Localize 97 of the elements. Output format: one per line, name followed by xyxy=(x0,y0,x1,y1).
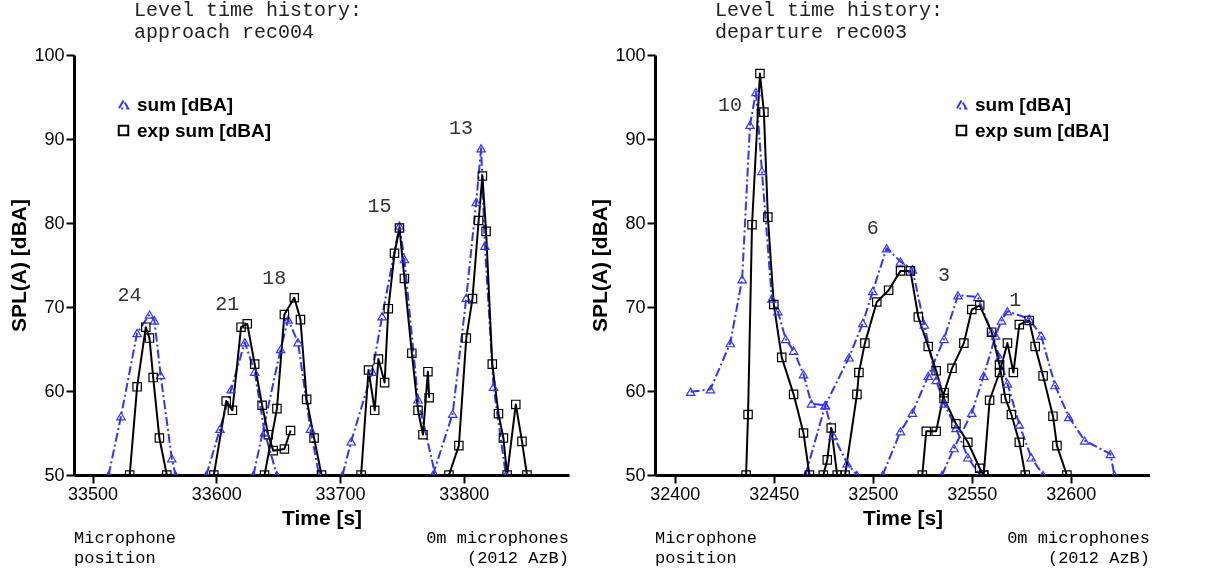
x-tick-label: 33500 xyxy=(68,483,119,504)
annotation: 24 xyxy=(117,283,142,307)
x-axis-title: Time [s] xyxy=(862,505,944,529)
legend-label: sum [dBA] xyxy=(975,93,1072,115)
point xyxy=(467,293,478,304)
annotation: 3 xyxy=(937,264,950,288)
text: Microphone position xyxy=(74,529,177,568)
point xyxy=(1050,380,1060,390)
point xyxy=(767,294,777,303)
chart-title: Level time history: approach rec004 xyxy=(134,0,363,44)
y-tick-label: 90 xyxy=(44,128,65,149)
point xyxy=(149,316,160,325)
chart-title: Level time history: departure rec003 xyxy=(715,0,944,44)
point xyxy=(788,389,799,400)
x-tick-label: 32450 xyxy=(749,483,800,504)
legend-label: exp sum [dBA] xyxy=(975,119,1110,141)
y-tick-label: 80 xyxy=(625,212,646,233)
legend-label: exp sum [dBA] xyxy=(137,119,272,141)
point xyxy=(454,440,464,451)
annotation: 1 xyxy=(1009,289,1022,313)
point xyxy=(477,171,488,181)
y-tick-label: 100 xyxy=(34,44,65,65)
point xyxy=(511,399,521,410)
point xyxy=(1079,436,1090,445)
point xyxy=(780,334,791,344)
x-tick-label: 32600 xyxy=(1046,483,1097,504)
x-tick-label: 32550 xyxy=(947,483,998,504)
point xyxy=(148,372,158,383)
annotation: 6 xyxy=(866,217,879,241)
point xyxy=(461,293,472,302)
point xyxy=(517,436,527,447)
text: Microphone position xyxy=(655,529,758,568)
annotation: 21 xyxy=(215,292,240,316)
x-tick-label: 32500 xyxy=(848,483,899,504)
point xyxy=(1052,440,1062,451)
point xyxy=(747,219,757,230)
y-axis-title: SPL(A) [dBA] xyxy=(7,199,31,332)
point xyxy=(788,346,799,355)
point xyxy=(755,68,765,79)
point xyxy=(487,359,498,369)
point xyxy=(476,144,486,153)
point xyxy=(1105,449,1116,459)
point xyxy=(144,310,155,319)
y-tick-label: 60 xyxy=(625,380,646,401)
point xyxy=(488,382,499,392)
point xyxy=(498,433,509,443)
annotation: 18 xyxy=(262,266,287,290)
legend-label: sum [dBA] xyxy=(137,93,234,115)
point xyxy=(481,226,491,237)
x-tick-label: 33700 xyxy=(315,483,366,504)
point xyxy=(751,87,761,97)
point xyxy=(763,212,773,222)
point xyxy=(154,433,165,443)
y-tick-label: 80 xyxy=(44,212,65,233)
y-tick-label: 50 xyxy=(625,464,646,485)
point xyxy=(1048,411,1058,421)
point xyxy=(725,338,736,348)
point xyxy=(757,166,767,176)
y-tick-label: 70 xyxy=(625,296,646,317)
x-axis-title: Time [s] xyxy=(281,505,363,529)
point xyxy=(1064,412,1074,422)
point xyxy=(769,299,779,310)
point xyxy=(473,215,484,226)
y-tick-label: 70 xyxy=(44,296,65,317)
point xyxy=(166,453,177,463)
point xyxy=(132,328,142,338)
point xyxy=(155,370,166,380)
y-axis-title: SPL(A) [dBA] xyxy=(588,199,612,332)
point xyxy=(759,107,769,117)
point xyxy=(480,241,490,250)
annotation: 13 xyxy=(449,117,474,141)
annotation: 10 xyxy=(718,93,743,117)
point xyxy=(705,385,716,394)
y-tick-label: 60 xyxy=(44,380,65,401)
point xyxy=(132,382,142,392)
point xyxy=(685,387,696,397)
x-tick-label: 32400 xyxy=(650,483,701,504)
point xyxy=(471,197,481,207)
annotation: 15 xyxy=(367,194,392,218)
x-tick-label: 33800 xyxy=(439,483,490,504)
point xyxy=(447,409,458,418)
point xyxy=(116,411,126,421)
point xyxy=(745,120,755,129)
point xyxy=(772,306,783,316)
text: 0m microphones (2012 AzB) xyxy=(1007,529,1150,568)
point xyxy=(743,409,753,420)
y-tick-label: 50 xyxy=(44,464,65,485)
y-tick-label: 90 xyxy=(625,128,646,149)
point xyxy=(144,333,155,343)
point xyxy=(776,352,787,363)
point xyxy=(493,408,504,419)
y-tick-label: 100 xyxy=(615,44,646,65)
point xyxy=(140,322,151,332)
point xyxy=(461,333,472,343)
text: 0m microphones (2012 AzB) xyxy=(426,529,569,568)
point xyxy=(737,275,747,284)
x-tick-label: 33600 xyxy=(191,483,242,504)
